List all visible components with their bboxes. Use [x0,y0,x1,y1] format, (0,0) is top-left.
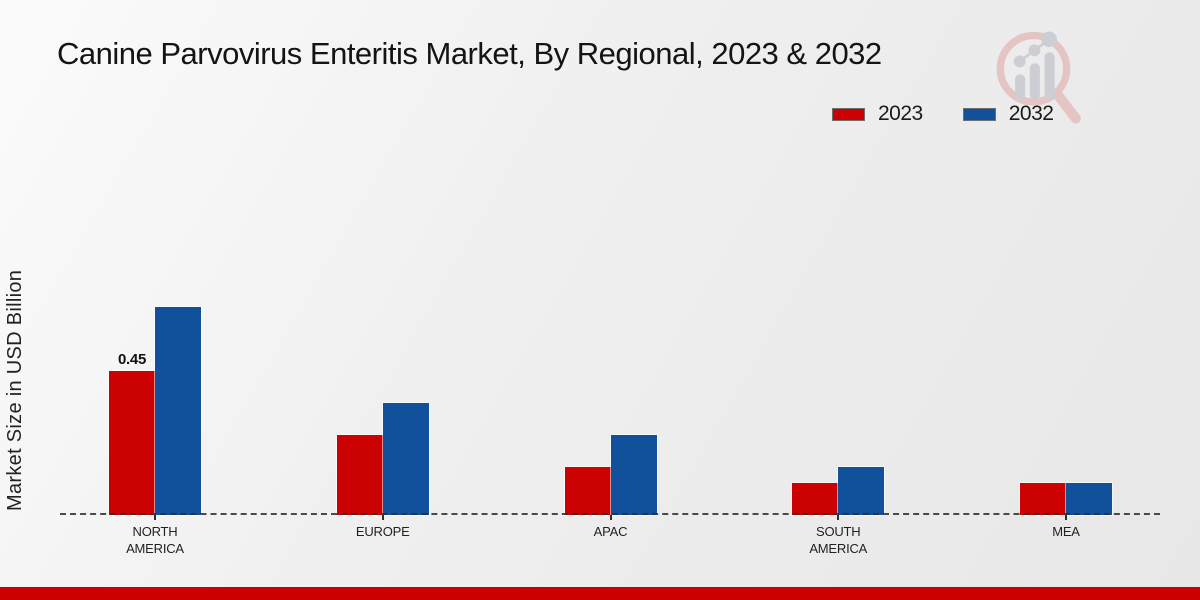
bar-2032-mea [1066,483,1112,515]
bar-2023-apac [564,467,611,515]
bar-2032-apac [610,435,657,515]
chart-title: Canine Parvovirus Enteritis Market, By R… [57,36,882,71]
bar-2032-europe [382,403,429,515]
axis-tick-north-america [154,515,156,520]
category-label-europe: EUROPE [355,524,410,539]
bar-2023-mea [1020,483,1066,515]
category-label-north-america: NORTH AMERICA [126,524,184,556]
bar-2032-north-america [155,307,201,515]
legend-item-2023: 2023 [832,102,923,126]
legend-swatch-2032 [962,107,996,121]
footer-accent-bar [0,587,1200,600]
bar-2023-south-america [792,483,839,515]
axis-tick-south-america [837,515,840,520]
magnifier-bar-chart-logo-icon [996,31,1081,124]
legend: 2023 2032 [832,102,1054,126]
bar-value-label-2023-north-america: 0.45 [118,351,146,368]
bar-2023-europe [336,435,383,515]
bar-2032-south-america [838,467,885,515]
axis-tick-mea [1065,515,1067,520]
bar-2023-north-america [109,371,155,515]
axis-tick-europe [381,515,384,520]
x-axis-baseline [60,513,1160,515]
axis-tick-apac [609,515,612,520]
legend-item-2032: 2032 [962,102,1054,126]
category-label-mea: MEA [1052,524,1080,539]
category-label-south-america: SOUTH AMERICA [809,524,868,556]
legend-swatch-2023 [832,107,865,121]
legend-label-2023: 2023 [878,102,923,125]
category-label-apac: APAC [593,524,628,539]
legend-label-2032: 2032 [1008,102,1054,125]
